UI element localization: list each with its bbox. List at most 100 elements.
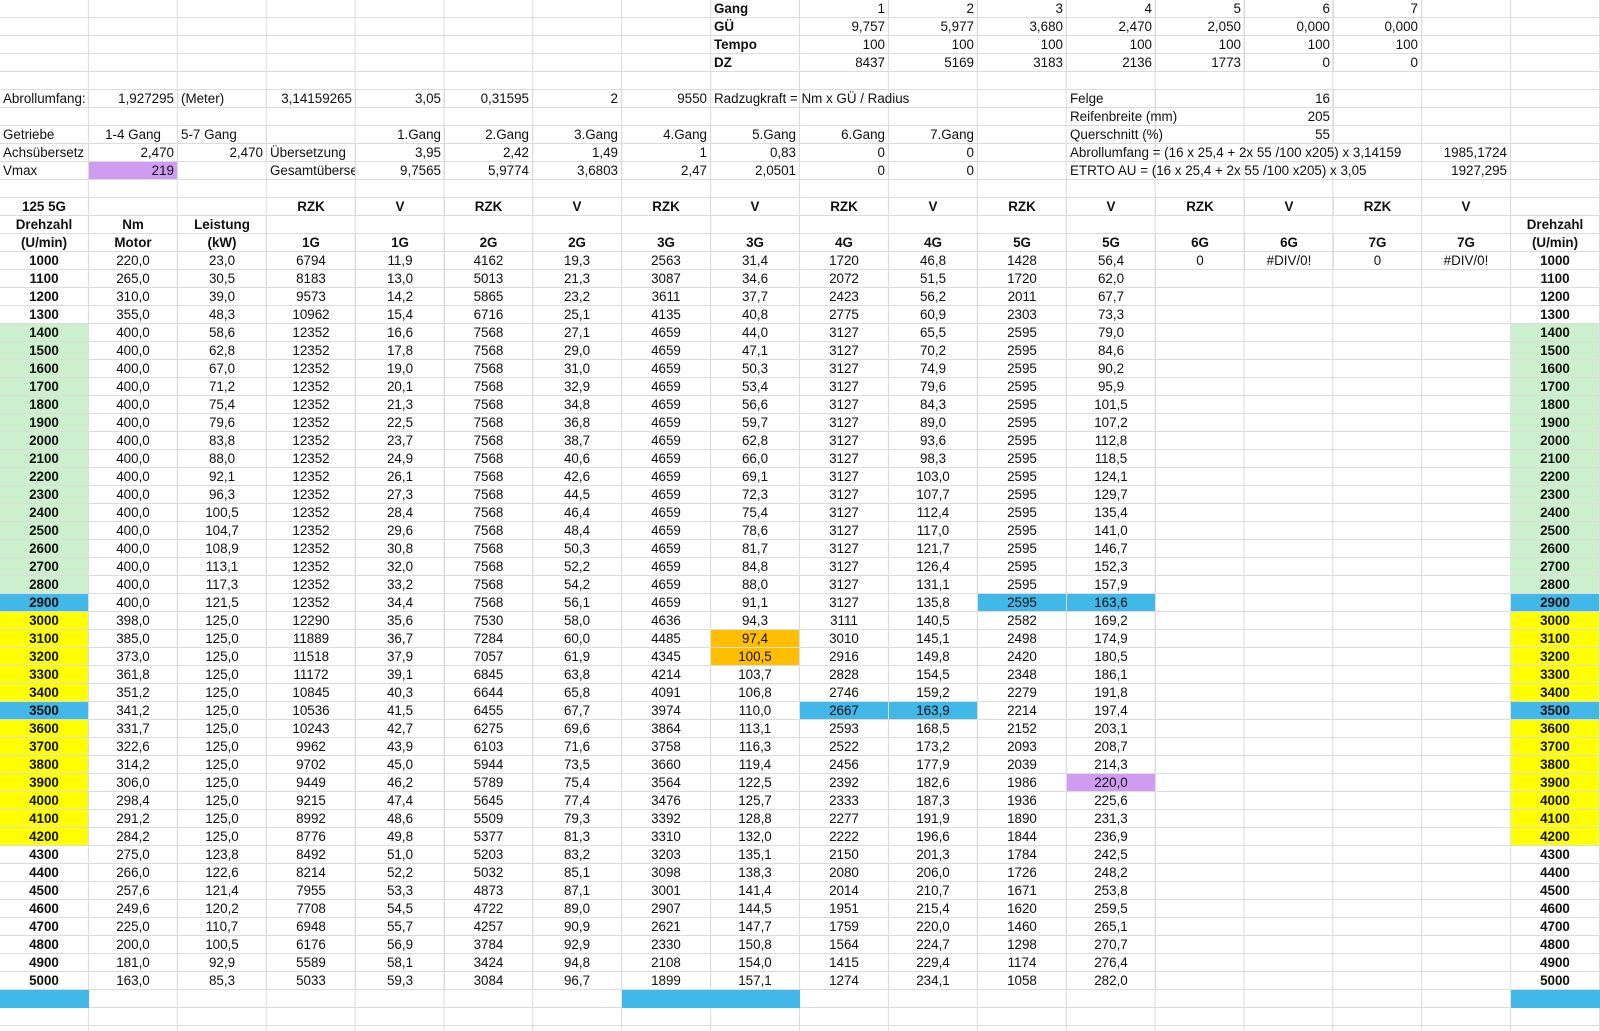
table-cell[interactable]: 3660 [622, 756, 711, 774]
table-cell[interactable]: 3392 [622, 810, 711, 828]
table-cell[interactable]: 7568 [445, 504, 533, 522]
table-cell[interactable]: 2916 [800, 648, 889, 666]
table-cell[interactable]: 7568 [445, 378, 533, 396]
rpm-cell[interactable]: 4600 [0, 900, 89, 918]
table-cell[interactable]: 75,4 [178, 396, 267, 414]
table-cell[interactable]: 2667 [800, 702, 889, 720]
achsuebersetzung-label[interactable]: Achsübersetz [0, 144, 89, 162]
summary-tempo[interactable]: 100 [1067, 36, 1156, 54]
summary-tempo[interactable]: 100 [1334, 36, 1422, 54]
rpm-cell-right[interactable]: 4000 [1511, 792, 1600, 810]
table-cell[interactable]: 180,5 [1067, 648, 1156, 666]
reifenbreite-value[interactable]: 205 [1245, 108, 1334, 126]
table-cell[interactable]: 110,7 [178, 918, 267, 936]
table-cell[interactable]: 107,7 [889, 486, 978, 504]
table-cell[interactable]: 125,0 [178, 828, 267, 846]
table-cell[interactable]: 50,3 [533, 540, 622, 558]
table-cell[interactable]: 174,9 [1067, 630, 1156, 648]
gesamtuebersetzung-value[interactable]: 0 [800, 162, 889, 180]
column-header-bottom[interactable]: 7G [1422, 234, 1511, 252]
table-cell[interactable]: 2828 [800, 666, 889, 684]
column-header-bottom[interactable]: 5G [1067, 234, 1156, 252]
const-305[interactable]: 3,05 [356, 90, 445, 108]
table-cell[interactable]: 4659 [622, 558, 711, 576]
column-header-top[interactable]: V [889, 198, 978, 216]
table-cell[interactable]: 206,0 [889, 864, 978, 882]
rpm-cell-right[interactable]: 2100 [1511, 450, 1600, 468]
uebersetzung-value[interactable]: 3,95 [356, 144, 445, 162]
table-cell[interactable]: 4659 [622, 378, 711, 396]
table-cell[interactable]: 1415 [800, 954, 889, 972]
table-cell[interactable]: 92,9 [178, 954, 267, 972]
table-cell[interactable]: 214,3 [1067, 756, 1156, 774]
column-header-bottom[interactable]: 2G [533, 234, 622, 252]
table-cell[interactable]: 355,0 [89, 306, 178, 324]
table-cell[interactable]: 48,3 [178, 306, 267, 324]
table-cell[interactable]: 275,0 [89, 846, 178, 864]
table-cell[interactable]: 39,0 [178, 288, 267, 306]
table-cell[interactable]: 3127 [800, 414, 889, 432]
table-cell[interactable]: 4659 [622, 324, 711, 342]
table-cell[interactable]: 87,1 [533, 882, 622, 900]
table-cell[interactable]: 89,0 [889, 414, 978, 432]
table-cell[interactable]: 83,8 [178, 432, 267, 450]
rpm-cell-right[interactable]: 2200 [1511, 468, 1600, 486]
table-cell[interactable]: 2595 [978, 324, 1067, 342]
gesamtuebersetzung-value[interactable]: 9,7565 [356, 162, 445, 180]
rpm-cell[interactable]: 3800 [0, 756, 89, 774]
table-cell[interactable]: 30,8 [356, 540, 445, 558]
gear-6-7-value[interactable]: 0 [1334, 252, 1422, 270]
table-cell[interactable]: 4485 [622, 630, 711, 648]
table-cell[interactable]: 7568 [445, 360, 533, 378]
table-cell[interactable]: 9702 [267, 756, 356, 774]
table-cell[interactable]: 11,9 [356, 252, 445, 270]
table-cell[interactable]: 79,3 [533, 810, 622, 828]
table-cell[interactable]: 95,9 [1067, 378, 1156, 396]
reifenbreite-label[interactable]: Reifenbreite (mm) [1067, 108, 1177, 126]
table-cell[interactable]: 1671 [978, 882, 1067, 900]
table-cell[interactable]: 46,8 [889, 252, 978, 270]
table-cell[interactable]: 4659 [622, 576, 711, 594]
table-cell[interactable]: 125,7 [711, 792, 800, 810]
table-cell[interactable]: 125,0 [178, 648, 267, 666]
column-header-top[interactable]: RZK [978, 198, 1067, 216]
table-cell[interactable]: 186,1 [1067, 666, 1156, 684]
gear-name-header[interactable]: 6.Gang [800, 126, 889, 144]
table-cell[interactable]: 163,6 [1067, 594, 1156, 612]
table-cell[interactable]: 265,0 [89, 270, 178, 288]
table-cell[interactable]: 2279 [978, 684, 1067, 702]
table-cell[interactable]: 6103 [445, 738, 533, 756]
table-cell[interactable]: 125,0 [178, 720, 267, 738]
table-cell[interactable]: 2303 [978, 306, 1067, 324]
table-cell[interactable]: 400,0 [89, 450, 178, 468]
table-cell[interactable]: 3010 [800, 630, 889, 648]
table-cell[interactable]: 187,3 [889, 792, 978, 810]
table-cell[interactable]: 400,0 [89, 342, 178, 360]
table-cell[interactable]: 4659 [622, 450, 711, 468]
table-cell[interactable]: 5203 [445, 846, 533, 864]
table-cell[interactable]: 15,4 [356, 306, 445, 324]
column-header-bottom[interactable]: 1G [267, 234, 356, 252]
rpm-cell-right[interactable]: 3200 [1511, 648, 1600, 666]
etrto-formula[interactable]: ETRTO AU = (16 x 25,4 + 2x 55 /100 x205)… [1067, 162, 1367, 180]
rpm-cell[interactable]: 2900 [0, 594, 89, 612]
gear-name-header[interactable]: 5.Gang [711, 126, 800, 144]
table-cell[interactable]: 1274 [800, 972, 889, 990]
table-cell[interactable]: 107,2 [1067, 414, 1156, 432]
table-cell[interactable]: 45,0 [356, 756, 445, 774]
column-header-top[interactable]: V [1067, 198, 1156, 216]
table-cell[interactable]: 3424 [445, 954, 533, 972]
table-cell[interactable]: 47,4 [356, 792, 445, 810]
summary-dz[interactable]: 1773 [1156, 54, 1245, 72]
table-cell[interactable]: 3127 [800, 342, 889, 360]
table-cell[interactable]: 200,0 [89, 936, 178, 954]
rpm-cell[interactable]: 2100 [0, 450, 89, 468]
rpm-cell[interactable]: 1100 [0, 270, 89, 288]
table-cell[interactable]: 10536 [267, 702, 356, 720]
rpm-cell-right[interactable]: 1700 [1511, 378, 1600, 396]
table-cell[interactable]: 43,9 [356, 738, 445, 756]
table-cell[interactable]: 2080 [800, 864, 889, 882]
table-cell[interactable]: 117,0 [889, 522, 978, 540]
table-cell[interactable]: 400,0 [89, 504, 178, 522]
gear-name-header[interactable]: 3.Gang [533, 126, 622, 144]
